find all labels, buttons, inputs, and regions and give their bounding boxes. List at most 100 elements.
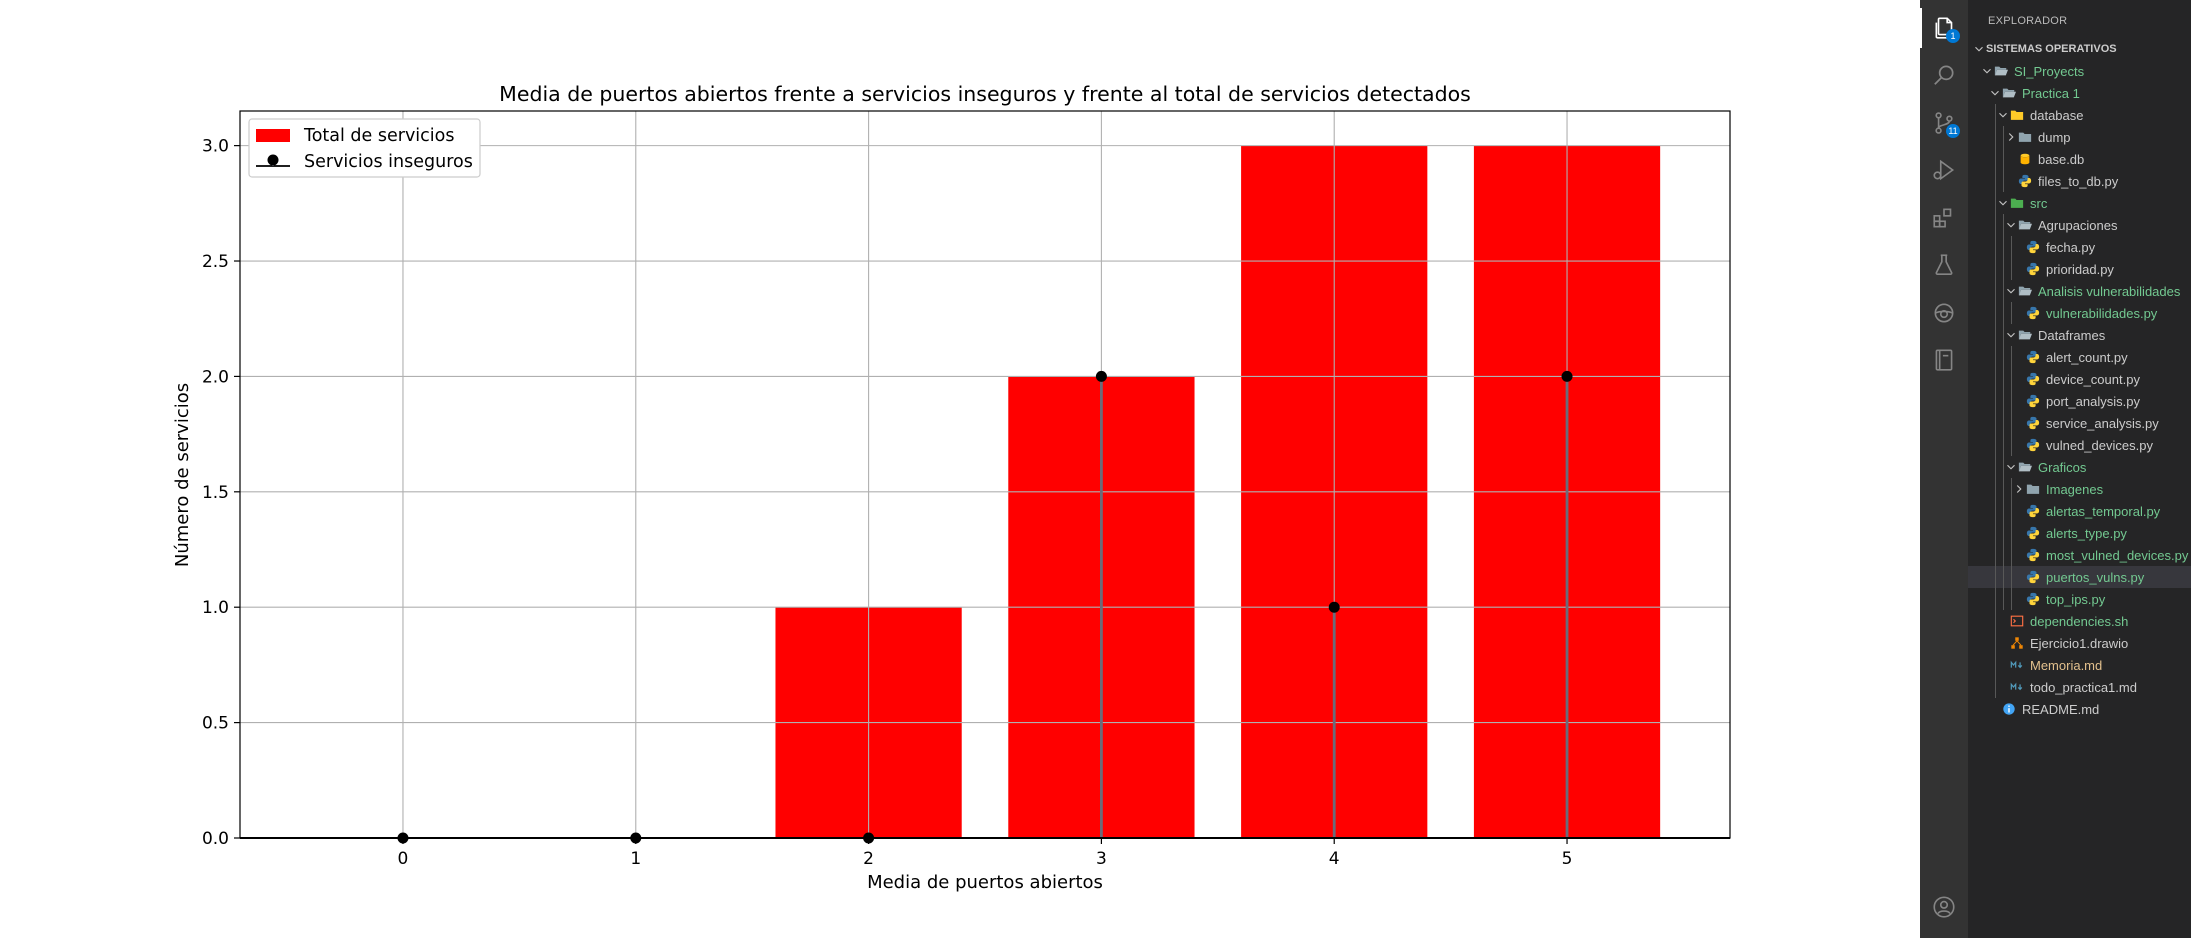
tree-folder[interactable]: dump [1968, 126, 2191, 148]
python-file-icon [2026, 504, 2040, 518]
indent-guide [1995, 544, 1996, 566]
tree-file[interactable]: most_vulned_devices.py [1968, 544, 2191, 566]
x-tick-label: 3 [1096, 849, 1107, 869]
tree-file[interactable]: device_count.py [1968, 368, 2191, 390]
indent-guide [1995, 236, 1996, 258]
chevron-spacer [2012, 438, 2026, 452]
activity-search[interactable] [1920, 55, 1968, 95]
chevron-down-icon [2004, 284, 2018, 298]
chevron-spacer [2012, 372, 2026, 386]
tree-folder[interactable]: Agrupaciones [1968, 214, 2191, 236]
tree-file[interactable]: vulnerabilidades.py [1968, 302, 2191, 324]
extensions-icon [1931, 205, 1957, 231]
activity-run-debug[interactable] [1920, 150, 1968, 190]
testing-icon [1931, 252, 1957, 278]
python-file-icon [2026, 416, 2040, 430]
tree-file[interactable]: Memoria.md [1968, 654, 2191, 676]
indent-guide [1995, 368, 1996, 390]
chevron-spacer [2012, 416, 2026, 430]
indent-guide [1995, 632, 1996, 654]
run-debug-icon [1931, 157, 1957, 183]
tree-file[interactable]: base.db [1968, 148, 2191, 170]
tree-file[interactable]: alert_count.py [1968, 346, 2191, 368]
tree-folder[interactable]: Practica 1 [1968, 82, 2191, 104]
explorer-title: EXPLORADOR [1988, 15, 2068, 27]
y-tick-label: 0.5 [202, 714, 229, 734]
explorer-section-header[interactable]: SISTEMAS OPERATIVOS [1968, 38, 2191, 60]
indent-guide [1995, 500, 1996, 522]
indent-guide [2011, 544, 2012, 566]
legend-marker-stems [267, 154, 279, 166]
folder-icon [2026, 482, 2040, 496]
tree-file[interactable]: Ejercicio1.drawio [1968, 632, 2191, 654]
tree-file[interactable]: port_analysis.py [1968, 390, 2191, 412]
tree-item-label: README.md [2022, 701, 2100, 717]
tree-file[interactable]: README.md [1968, 698, 2191, 720]
legend-swatch-bars [256, 129, 290, 142]
activity-badge: 11 [1946, 124, 1960, 138]
tree-file[interactable]: prioridad.py [1968, 258, 2191, 280]
tree-file[interactable]: puertos_vulns.py [1968, 566, 2191, 588]
chart-area: 0 1 2 3 4 5 0.0 0.5 1.0 1.5 2.0 2.5 3.0 Media de puer… [172, 82, 1731, 893]
indent-guide [1995, 456, 1996, 478]
tree-item-label: alert_count.py [2046, 349, 2128, 365]
indent-guide [2003, 148, 2004, 170]
activity-remote[interactable] [1920, 293, 1968, 333]
indent-guide [2011, 566, 2012, 588]
tree-item-label: todo_practica1.md [2030, 679, 2137, 695]
tree-file[interactable]: alerts_type.py [1968, 522, 2191, 544]
tree-folder[interactable]: src [1968, 192, 2191, 214]
python-file-icon [2026, 438, 2040, 452]
tree-folder[interactable]: Analisis vulnerabilidades [1968, 280, 2191, 302]
tree-folder[interactable]: Imagenes [1968, 478, 2191, 500]
chevron-spacer [1996, 614, 2010, 628]
tree-folder[interactable]: Dataframes [1968, 324, 2191, 346]
chart-title: Media de puertos abiertos frente a servi… [499, 82, 1471, 106]
y-axis-label: Número de servicios [172, 383, 193, 567]
y-tick-label: 1.5 [202, 483, 229, 503]
accounts-button[interactable] [1920, 887, 1968, 927]
indent-guide [2011, 346, 2012, 368]
markdown-file-icon [2010, 680, 2024, 694]
chevron-spacer [2012, 262, 2026, 276]
folder-open-icon [2018, 328, 2032, 342]
activity-source-control[interactable]: 11 [1920, 103, 1968, 143]
tree-folder[interactable]: SI_Proyects [1968, 60, 2191, 82]
tree-file[interactable]: files_to_db.py [1968, 170, 2191, 192]
tree-item-label: puertos_vulns.py [2046, 569, 2145, 585]
python-file-icon [2026, 240, 2040, 254]
chevron-down-icon [1996, 196, 2010, 210]
indent-guide [1995, 566, 1996, 588]
x-tick-label: 2 [863, 849, 874, 869]
tree-folder[interactable]: database [1968, 104, 2191, 126]
chevron-down-icon [2004, 460, 2018, 474]
tree-file[interactable]: service_analysis.py [1968, 412, 2191, 434]
tree-folder[interactable]: Graficos [1968, 456, 2191, 478]
x-axis-label: Media de puertos abiertos [867, 872, 1103, 893]
activity-testing[interactable] [1920, 245, 1968, 285]
tree-file[interactable]: fecha.py [1968, 236, 2191, 258]
tree-file[interactable]: todo_practica1.md [1968, 676, 2191, 698]
tree-file[interactable]: alertas_temporal.py [1968, 500, 2191, 522]
explorer-panel: EXPLORADOR SISTEMAS OPERATIVOS SI_Proyect… [1968, 0, 2191, 938]
tree-item-label: vulnerabilidades.py [2046, 305, 2158, 321]
activity-files[interactable]: 1 [1920, 8, 1968, 48]
tree-file[interactable]: top_ips.py [1968, 588, 2191, 610]
tree-item-label: Imagenes [2046, 481, 2104, 497]
indent-guide [1995, 324, 1996, 346]
notebook-icon [1931, 347, 1957, 373]
tree-file[interactable]: vulned_devices.py [1968, 434, 2191, 456]
indent-guide [1995, 192, 1996, 214]
chevron-spacer [2012, 570, 2026, 584]
y-tick-label: 0.0 [202, 829, 229, 849]
indent-guide [2003, 324, 2004, 346]
tree-item-label: Analisis vulnerabilidades [2038, 283, 2181, 299]
python-file-icon [2026, 592, 2040, 606]
stem-marker [1561, 370, 1573, 382]
tree-item-label: Memoria.md [2030, 657, 2103, 673]
activity-extensions[interactable] [1920, 198, 1968, 238]
x-tick-label: 4 [1329, 849, 1340, 869]
tree-item-label: src [2030, 195, 2048, 211]
activity-notebook[interactable] [1920, 340, 1968, 380]
tree-file[interactable]: dependencies.sh [1968, 610, 2191, 632]
